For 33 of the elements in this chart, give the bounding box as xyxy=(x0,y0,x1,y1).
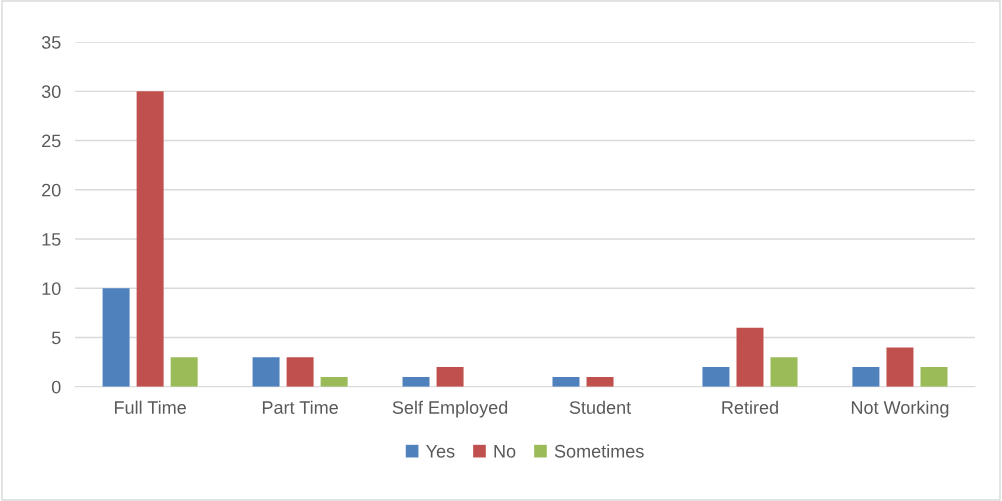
legend-label: Sometimes xyxy=(554,444,644,458)
bar xyxy=(170,357,198,387)
y-tick-label: 25 xyxy=(42,134,61,148)
bar xyxy=(102,288,130,387)
bar xyxy=(702,367,730,387)
y-tick-label: 30 xyxy=(41,85,61,99)
bar xyxy=(436,367,464,387)
bar xyxy=(886,347,914,387)
bar xyxy=(920,367,948,387)
bar xyxy=(586,376,614,387)
bar xyxy=(252,357,280,387)
bar xyxy=(286,357,314,387)
bar xyxy=(552,376,580,387)
y-tick-label: 5 xyxy=(51,331,61,345)
bar xyxy=(770,357,798,387)
bar xyxy=(852,367,880,387)
y-tick-label: 15 xyxy=(42,233,61,246)
x-tick-label: Retired xyxy=(722,400,778,414)
x-tick-label: Full Time xyxy=(115,400,186,414)
x-tick-label: Part Time xyxy=(262,400,338,414)
bar xyxy=(736,327,764,387)
bar xyxy=(320,376,348,387)
legend-label: Yes xyxy=(426,445,455,458)
x-tick-label: Student xyxy=(569,400,632,414)
bar xyxy=(402,376,430,387)
x-tick-label: Self Employed xyxy=(392,400,508,418)
y-tick-label: 35 xyxy=(41,36,61,49)
y-tick-label: 0 xyxy=(51,380,61,394)
bar xyxy=(136,91,164,387)
y-tick-label: 20 xyxy=(42,183,61,197)
x-tick-label: Not Working xyxy=(851,400,949,418)
legend-label: No xyxy=(494,445,516,458)
y-tick-label: 10 xyxy=(42,282,61,296)
